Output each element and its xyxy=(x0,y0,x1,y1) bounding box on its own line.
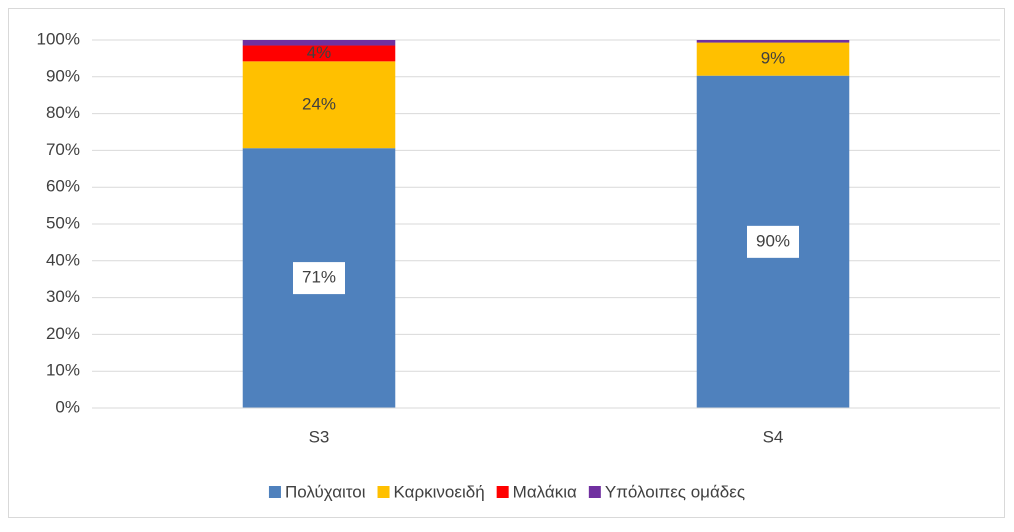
y-tick-label: 80% xyxy=(46,103,80,122)
y-tick-label: 100% xyxy=(37,29,80,48)
bar-segment xyxy=(696,40,850,43)
y-tick-label: 50% xyxy=(46,213,80,232)
data-label: 9% xyxy=(761,49,786,68)
y-tick-label: 70% xyxy=(46,140,80,159)
data-label: 90% xyxy=(756,231,790,250)
data-label-box xyxy=(747,225,799,258)
x-tick-label: S3 xyxy=(309,427,330,446)
data-label: 24% xyxy=(302,94,336,113)
x-tick-label: S4 xyxy=(763,427,784,446)
y-tick-label: 60% xyxy=(46,177,80,196)
bar-segment xyxy=(242,61,396,149)
legend-swatch xyxy=(588,486,601,498)
data-label: 4% xyxy=(307,43,332,62)
bar-segment xyxy=(242,40,396,46)
data-label: 71% xyxy=(302,268,336,287)
y-tick-label: 20% xyxy=(46,324,80,343)
legend-label: Υπόλοιπες ομάδες xyxy=(605,482,745,501)
chart-border xyxy=(8,8,1005,518)
y-tick-label: 10% xyxy=(46,361,80,380)
bar-segment xyxy=(696,42,850,76)
y-tick-label: 0% xyxy=(55,397,80,416)
legend-swatch xyxy=(496,486,509,498)
y-tick-label: 30% xyxy=(46,287,80,306)
y-tick-label: 40% xyxy=(46,250,80,269)
legend-label: Μαλάκια xyxy=(513,482,577,501)
data-label-box xyxy=(293,262,345,295)
legend-swatch xyxy=(268,486,281,498)
legend-label: Καρκινοειδή xyxy=(394,482,485,501)
bar-segment xyxy=(242,45,396,62)
y-tick-label: 90% xyxy=(46,66,80,85)
legend-swatch xyxy=(377,486,390,498)
legend-label: Πολύχαιτοι xyxy=(285,482,366,501)
